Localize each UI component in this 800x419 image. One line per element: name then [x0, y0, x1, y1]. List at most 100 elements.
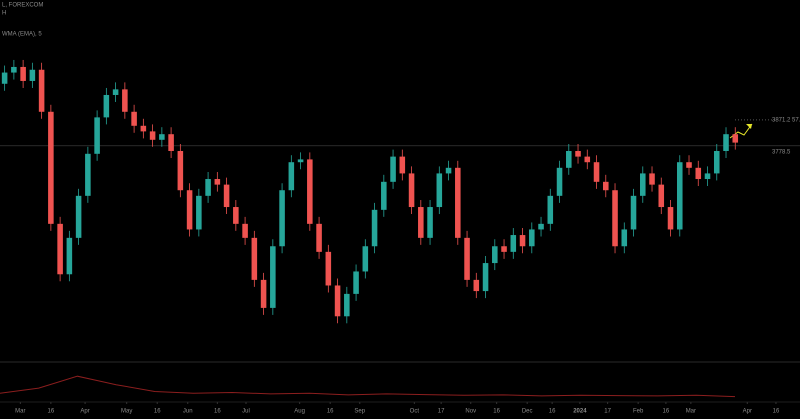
candle-body — [288, 162, 295, 191]
candle-body — [640, 173, 646, 196]
candle-body — [473, 279, 480, 292]
candle-body — [436, 173, 443, 208]
candle-body — [575, 151, 581, 157]
candle-body — [11, 66, 17, 73]
x-tick-label: Jun — [183, 409, 193, 415]
arrow-head — [746, 124, 752, 129]
candle-body — [205, 179, 211, 196]
candle-body — [112, 89, 119, 95]
x-tick-label: 16 — [154, 409, 161, 415]
x-tick-label: 16 — [327, 409, 334, 415]
x-tick-label: Aug — [294, 409, 305, 415]
x-tick-label: May — [121, 409, 132, 415]
candle-body — [334, 285, 341, 317]
candle-body — [723, 134, 729, 152]
candle-body — [316, 223, 322, 252]
candle-body — [20, 66, 26, 81]
candle-body — [223, 184, 230, 208]
oscillator-line — [0, 375, 736, 398]
x-tick-label: Feb — [633, 409, 644, 415]
candle-body — [667, 207, 674, 230]
candle-body — [556, 167, 563, 196]
candle-body — [510, 235, 517, 252]
x-tick-label: 16 — [549, 409, 556, 415]
candle-body — [353, 271, 359, 294]
x-tick-label: 16 — [214, 409, 221, 415]
candle-body — [390, 156, 396, 182]
candle-body — [186, 190, 193, 230]
candle-body — [501, 246, 507, 252]
candle-body — [593, 162, 600, 182]
candle-body — [704, 173, 711, 180]
candle-body — [168, 134, 174, 152]
candle-body — [492, 246, 498, 264]
candle-body — [538, 223, 544, 230]
candle-body — [196, 195, 202, 230]
candle-body — [695, 167, 702, 180]
candle-body — [686, 162, 692, 168]
candle-body — [307, 159, 313, 224]
candle-body — [1, 72, 8, 84]
candle-body — [140, 125, 147, 132]
x-tick-label: Sep — [354, 409, 365, 415]
candle-body — [48, 111, 54, 224]
candle-body — [445, 167, 452, 174]
candle-body — [612, 190, 618, 247]
candle-body — [649, 173, 655, 185]
x-tick-label: Jul — [242, 409, 250, 415]
x-tick-label: Apr — [743, 409, 752, 415]
candle-body — [676, 162, 683, 230]
x-tick-label: Mar — [686, 409, 696, 415]
candle-body — [177, 151, 184, 191]
candle-body — [482, 263, 489, 292]
candle-body — [621, 229, 628, 247]
candle-body — [297, 159, 304, 163]
x-tick-label: 16 — [48, 409, 55, 415]
x-tick-label: Nov — [465, 409, 476, 415]
x-tick-label: 2024 — [573, 409, 587, 415]
candle-body — [399, 156, 406, 174]
candle-body — [251, 237, 258, 280]
level-label: 3871.2 57.9 — [772, 117, 800, 123]
candle-body — [455, 167, 461, 238]
candle-body — [75, 195, 82, 238]
candle-body — [159, 134, 165, 140]
candle-body — [529, 229, 535, 247]
candle-body — [344, 293, 350, 317]
candle-body — [270, 246, 276, 308]
candle-body — [658, 184, 665, 208]
x-tick-label: Dec — [522, 409, 533, 415]
x-tick-label: 16 — [663, 409, 670, 415]
candle-body — [408, 173, 415, 208]
candle-body — [427, 207, 433, 238]
candle-body — [325, 251, 332, 286]
candle-body — [233, 207, 239, 224]
candle-body — [371, 209, 378, 247]
candle-body — [603, 181, 609, 191]
candle-body — [566, 151, 572, 168]
candle-body — [29, 69, 36, 81]
candle-body — [214, 179, 221, 185]
candle-body — [584, 156, 591, 163]
x-tick-label: 17 — [604, 409, 611, 415]
legend-line: H — [2, 11, 6, 17]
legend-line: WMA (EMA), 5 — [2, 32, 42, 38]
candle-body — [381, 181, 387, 210]
legend-line: L, FOREXCOM — [2, 3, 43, 9]
candle-body — [279, 190, 285, 247]
candle-body — [242, 223, 248, 238]
candle-body — [38, 69, 45, 112]
candle-body — [713, 151, 720, 174]
candle-body — [519, 235, 526, 247]
x-tick-label: 16 — [493, 409, 500, 415]
x-tick-label: 16 — [773, 409, 780, 415]
candle-body — [103, 94, 110, 118]
candle-body — [85, 153, 91, 196]
x-tick-label: Apr — [80, 409, 89, 415]
candle-body — [66, 237, 73, 275]
x-tick-label: Oct — [410, 409, 420, 415]
candle-body — [260, 279, 267, 308]
candle-body — [418, 207, 424, 238]
